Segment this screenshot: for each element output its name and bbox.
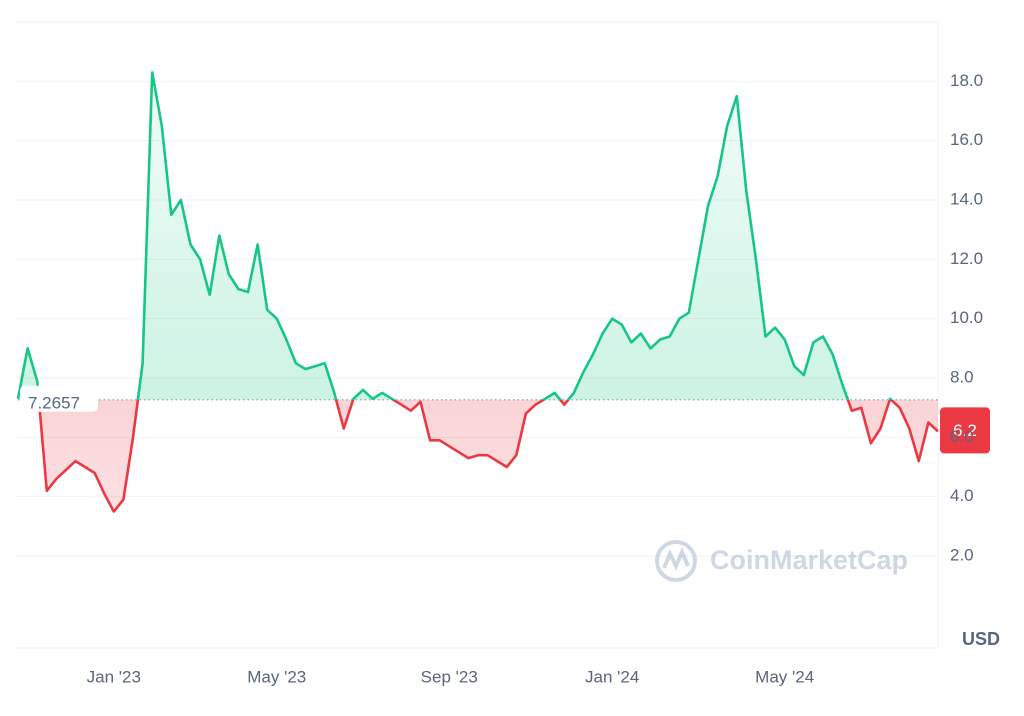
x-tick-label: Jan '23 [87,667,141,686]
x-tick-label: May '24 [755,667,814,686]
x-tick-label: Jan '24 [585,667,639,686]
y-tick-label: 16.0 [950,130,983,149]
currency-label: USD [962,629,1000,649]
watermark: CoinMarketCap [655,540,908,582]
baseline-label-box [20,385,98,412]
current-price-box [940,407,990,454]
y-tick-label: 10.0 [950,308,983,327]
current-price-label: 6.2 [953,421,977,440]
y-tick-label: 12.0 [950,249,983,268]
y-tick-label: 6.0 [950,427,974,446]
x-tick-label: May '23 [247,667,306,686]
y-tick-label: 2.0 [950,546,974,565]
watermark-text: CoinMarketCap [710,545,908,575]
y-tick-label: 18.0 [950,71,983,90]
y-tick-label: 8.0 [950,368,974,387]
y-tick-label: 14.0 [950,189,983,208]
y-tick-label: 4.0 [950,486,974,505]
x-tick-label: Sep '23 [421,667,478,686]
price-line [16,71,939,513]
baseline-label: 7.2657 [28,393,80,412]
area [18,72,938,512]
